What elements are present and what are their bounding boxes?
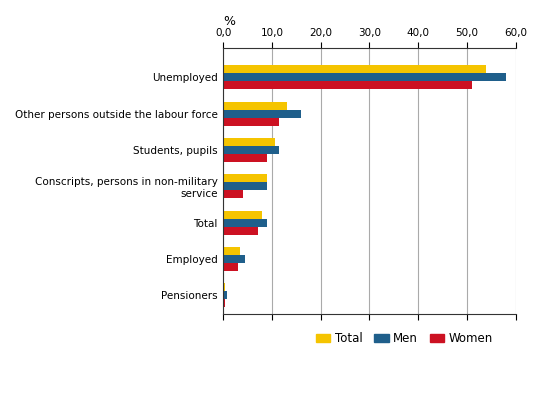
Bar	[223, 146, 280, 154]
Bar	[223, 283, 225, 292]
Bar	[223, 102, 287, 110]
Bar	[223, 263, 238, 271]
Bar	[223, 118, 280, 126]
Bar	[223, 255, 246, 263]
Bar	[223, 292, 227, 299]
Bar	[223, 154, 267, 162]
Bar	[223, 299, 225, 307]
Bar	[223, 211, 262, 219]
Bar	[223, 81, 472, 89]
Legend: Total, Men, Women: Total, Men, Women	[311, 327, 498, 350]
Bar	[223, 182, 267, 190]
X-axis label: %: %	[223, 15, 235, 28]
Bar	[223, 138, 275, 146]
Bar	[223, 65, 486, 73]
Bar	[223, 219, 267, 227]
Bar	[223, 174, 267, 182]
Bar	[223, 190, 243, 198]
Bar	[223, 247, 241, 255]
Bar	[223, 110, 301, 118]
Bar	[223, 73, 506, 81]
Bar	[223, 227, 257, 235]
